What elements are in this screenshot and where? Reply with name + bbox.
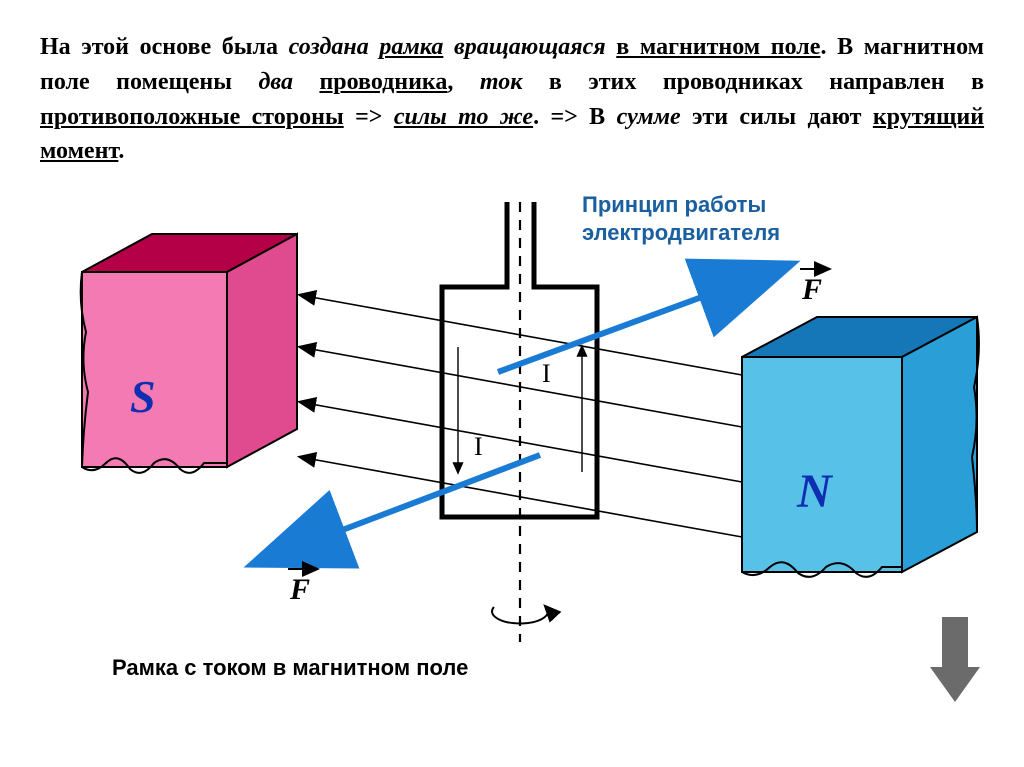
t: => [344, 104, 394, 130]
t: . [118, 138, 124, 164]
s-label: S [130, 371, 156, 422]
svg-text:F: F [289, 573, 310, 606]
n-magnet: N [742, 317, 979, 577]
diagram-svg: S N I I [42, 187, 982, 707]
description-paragraph: На этой основе была создана рамка вращаю… [40, 30, 984, 169]
current-frame [442, 202, 597, 517]
force-label-top: F [800, 269, 828, 306]
t: силы то же [394, 104, 533, 130]
t: противоположные стороны [40, 104, 344, 130]
t: эти силы дают [692, 104, 861, 130]
i-label-left: I [474, 432, 483, 461]
t: ток [480, 69, 523, 95]
svg-text:F: F [801, 273, 822, 306]
t: вращающаяся [454, 34, 606, 60]
t: На этой основе была [40, 34, 278, 60]
t: проводника [319, 69, 447, 95]
down-arrow-icon [930, 617, 980, 702]
s-magnet: S [81, 234, 297, 473]
n-label: N [796, 465, 834, 518]
t: . => В [533, 104, 605, 130]
t: рамка [379, 34, 443, 60]
t: в этих проводниках направлен в [549, 69, 984, 95]
t: , [447, 69, 453, 95]
t: в магнитном поле [616, 34, 820, 60]
motor-diagram: Принцип работы электродвигателя [42, 187, 982, 707]
force-label-bot: F [288, 569, 316, 606]
diagram-caption: Рамка с током в магнитном поле [112, 655, 468, 681]
t: сумме [617, 104, 681, 130]
t: два [258, 69, 292, 95]
i-label-right: I [542, 359, 551, 388]
t: создана [289, 34, 369, 60]
